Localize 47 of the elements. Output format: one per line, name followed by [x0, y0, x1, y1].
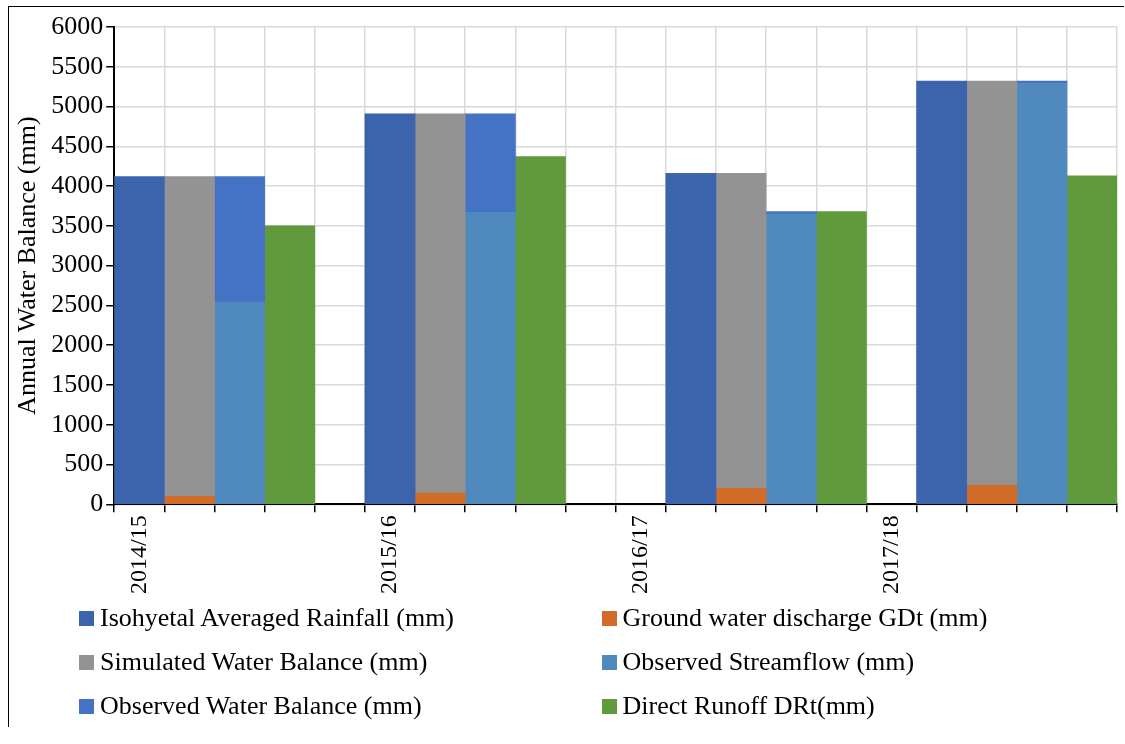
y-tick-label: 3000 — [51, 249, 104, 279]
legend-label: Ground water discharge GDt (mm) — [622, 603, 988, 633]
legend-label: Observed Water Balance (mm) — [100, 691, 422, 721]
y-tick-label: 5500 — [51, 50, 104, 80]
bar — [414, 492, 466, 504]
bar — [114, 176, 165, 504]
x-tick-label: 2015/16 — [375, 515, 402, 594]
bar — [966, 80, 1018, 486]
legend-label: Simulated Water Balance (mm) — [100, 647, 428, 677]
y-tick-label: 3500 — [51, 209, 104, 239]
bar — [665, 173, 717, 504]
bar — [214, 301, 265, 504]
y-tick-label: 5000 — [51, 90, 104, 120]
x-tick-label: 2016/17 — [626, 515, 653, 594]
y-axis-title: Annual Water Balance (mm) — [12, 116, 42, 415]
y-tick-label: 0 — [90, 488, 104, 518]
y-tick-label: 500 — [64, 448, 104, 478]
bar — [214, 176, 265, 303]
bar — [916, 80, 968, 504]
y-tick-label: 1000 — [51, 408, 104, 438]
legend-label: Observed Streamflow (mm) — [622, 647, 915, 677]
bar — [164, 176, 215, 497]
bar — [966, 484, 1018, 504]
bar — [515, 156, 566, 504]
bar — [715, 173, 767, 489]
y-tick-label: 4000 — [51, 169, 104, 199]
y-tick-label: 6000 — [51, 10, 104, 40]
bar — [815, 211, 867, 504]
bar — [464, 113, 516, 213]
x-tick-label: 2014/15 — [124, 515, 151, 594]
bar — [765, 213, 817, 504]
bar — [264, 225, 316, 504]
y-tick-label: 2500 — [51, 289, 104, 319]
bar — [1066, 175, 1118, 504]
legend-label: Direct Runoff DRt(mm) — [622, 691, 875, 721]
bar — [164, 496, 215, 504]
bar — [464, 212, 516, 504]
bar — [715, 488, 767, 504]
y-tick-label: 2000 — [51, 329, 104, 359]
bar — [1016, 83, 1068, 504]
legend-label: Isohyetal Averaged Rainfall (mm) — [100, 603, 455, 633]
y-tick-label: 1500 — [51, 368, 104, 398]
x-tick-label: 2017/18 — [876, 515, 903, 594]
bar — [765, 211, 817, 215]
bar — [364, 113, 416, 504]
bar — [414, 113, 466, 494]
y-tick-label: 4500 — [51, 130, 104, 160]
